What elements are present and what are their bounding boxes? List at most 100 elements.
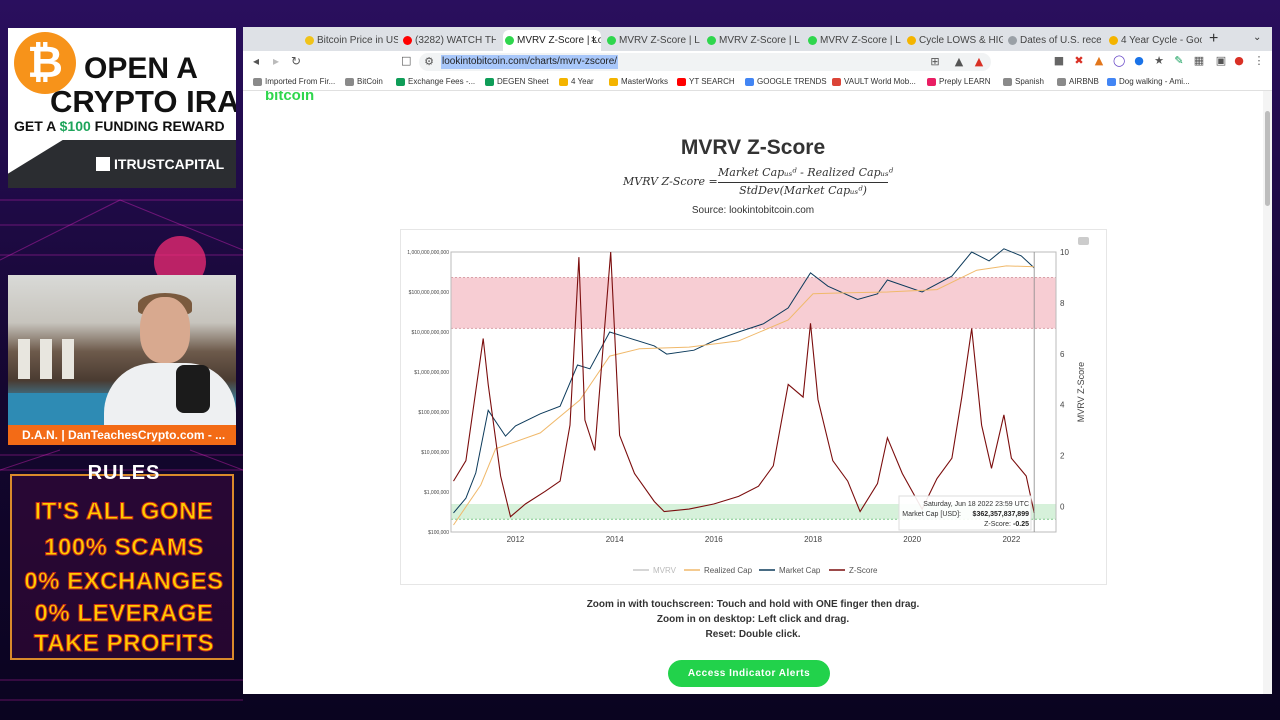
- address-bar[interactable]: ⚙ lookintobitcoin.com/charts/mvrv-zscore…: [419, 53, 991, 71]
- y-left-tick-label: $1,000,000: [424, 490, 449, 496]
- y-left-tick-label: $1,000,000,000: [414, 370, 449, 376]
- brave-shield-icon[interactable]: ▲: [954, 55, 964, 68]
- tab-strip: Bitcoin Price in USD: B (3282) WATCH THI…: [243, 27, 1272, 51]
- menu-icon[interactable]: ⋮: [1253, 54, 1265, 67]
- folder-icon: [253, 78, 262, 86]
- browser-window: Bitcoin Price in USD: B (3282) WATCH THI…: [243, 27, 1272, 694]
- zoom-desktop-text: Zoom in on desktop: Left click and drag.: [656, 614, 850, 625]
- tooltip-box: [898, 495, 1032, 531]
- bookmark-label: AIRBNB: [1069, 77, 1099, 86]
- extension-icon[interactable]: ■: [1053, 54, 1065, 67]
- url-text[interactable]: lookintobitcoin.com/charts/mvrv-zscore/: [441, 55, 619, 69]
- tab-bitcoin-price[interactable]: Bitcoin Price in USD: B: [303, 30, 398, 51]
- tab-youtube[interactable]: (3282) WATCH THIS !!: [401, 30, 496, 51]
- series-line-market-cap: [453, 248, 1035, 514]
- bookmark-item[interactable]: Exchange Fees -...: [396, 75, 475, 89]
- forward-arrow-icon[interactable]: ▸: [273, 54, 280, 68]
- bookmark-item[interactable]: Imported From Fir...: [253, 75, 335, 89]
- window-shape: [18, 339, 30, 379]
- bookmark-item[interactable]: Spanish: [1003, 75, 1044, 89]
- tab-mvrv-3[interactable]: MVRV Z-Score | Look: [705, 30, 800, 51]
- window-icon[interactable]: ▣: [1215, 54, 1227, 67]
- formula-lhs: MVRV Z-Score =: [623, 175, 718, 188]
- bookmark-label: YT SEARCH: [689, 77, 735, 86]
- bookmark-label: Preply LEARN: [939, 77, 991, 86]
- bookmark-label: Imported From Fir...: [265, 77, 336, 86]
- mvrv-chart[interactable]: $100,000 $1,000,000 $10,000,000 $100,000,00…: [401, 230, 1108, 586]
- presenter-head: [140, 297, 190, 363]
- tab-label: MVRV Z-Score | Lo: [517, 35, 601, 46]
- tab-mvrv-2[interactable]: MVRV Z-Score | Look: [605, 30, 700, 51]
- reset-text: Reset: Double click.: [705, 629, 801, 640]
- bookmark-label: BitCoin: [357, 77, 383, 86]
- tab-favicon-icon: [907, 36, 916, 45]
- bookmark-item[interactable]: DEGEN Sheet: [485, 75, 549, 89]
- webcam-feed: D.A.N. | DanTeachesCrypto.com - ...: [8, 275, 236, 445]
- bookmark-item[interactable]: BitCoin: [345, 75, 383, 89]
- rules-panel: RULES IT'S ALL GONE 100% SCAMS 0% EXCHAN…: [10, 462, 234, 660]
- tab-recessions[interactable]: Dates of U.S. recessio: [1006, 30, 1101, 51]
- share-icon[interactable]: ⊞: [930, 55, 940, 68]
- bookmark-item[interactable]: AIRBNB: [1057, 75, 1099, 89]
- page-title: MVRV Z-Score: [680, 136, 826, 159]
- tab-favicon-icon: [403, 36, 412, 45]
- reload-icon[interactable]: ↻: [291, 54, 302, 68]
- extension-icon[interactable]: ◯: [1113, 54, 1126, 67]
- bookmark-item[interactable]: MasterWorks: [609, 75, 668, 89]
- new-tab-button[interactable]: +: [1209, 30, 1219, 47]
- itrust-brand-text: ITRUSTCAPITAL: [114, 156, 225, 172]
- x-tick-label: 2012: [507, 535, 525, 544]
- y-left-tick-label: $10,000,000: [421, 450, 449, 456]
- extension-icon[interactable]: ✖: [1074, 54, 1084, 67]
- folder-icon: [559, 78, 568, 86]
- tab-4-year-cycle[interactable]: 4 Year Cycle - Google: [1107, 30, 1202, 51]
- back-arrow-icon[interactable]: ◂: [253, 54, 260, 68]
- access-alerts-button[interactable]: Access Indicator Alerts: [668, 660, 830, 687]
- bookmark-item[interactable]: GOOGLE TRENDS: [745, 75, 827, 89]
- ad-line-3: GET A $100 FUNDING REWARD: [14, 118, 225, 134]
- bookmark-icon[interactable]: □: [401, 54, 412, 67]
- y-left-tick-label: $100,000,000: [418, 410, 449, 416]
- folder-icon: [345, 78, 354, 86]
- bookmark-label: DEGEN Sheet: [497, 77, 549, 86]
- bookmark-item[interactable]: Dog walking - Ami...: [1107, 75, 1190, 89]
- itrust-logo-icon: [96, 157, 110, 171]
- tab-mvrv-active[interactable]: MVRV Z-Score | Lo ×: [503, 30, 601, 51]
- chart-container[interactable]: $100,000 $1,000,000 $10,000,000 $100,000,00…: [400, 229, 1107, 585]
- rule-item: TAKE PROFITS: [33, 630, 215, 658]
- bookmark-item[interactable]: YT SEARCH: [677, 75, 735, 89]
- profile-icon[interactable]: ●: [1234, 54, 1244, 67]
- metamask-icon[interactable]: ▲: [1094, 54, 1104, 67]
- scrollbar-thumb[interactable]: [1265, 111, 1270, 206]
- extension-icon[interactable]: ●: [1134, 54, 1144, 67]
- window-shape: [62, 339, 74, 379]
- tab-cycle-lows[interactable]: Cycle LOWS & HIGHS: [905, 30, 1003, 51]
- extension-icon[interactable]: ✎: [1174, 54, 1184, 67]
- site-info-icon[interactable]: ⚙: [424, 55, 434, 68]
- extensions-puzzle-icon[interactable]: ▦: [1193, 54, 1205, 67]
- page-scrollbar[interactable]: [1263, 91, 1272, 694]
- tooltip-marketcap-label: Market Cap [USD]:: [902, 511, 961, 518]
- bookmark-item[interactable]: VAULT World Mob...: [832, 75, 916, 89]
- legend-item: MVRV: [653, 566, 677, 575]
- tab-favicon-icon: [505, 36, 514, 45]
- bookmark-item[interactable]: Preply LEARN: [927, 75, 991, 89]
- series-line-z-score: [453, 251, 1035, 518]
- source-text: Source: lookintobitcoin.com: [691, 205, 815, 216]
- bookmark-item[interactable]: 4 Year: [559, 75, 594, 89]
- tab-search-chevron-icon[interactable]: ⌄: [1253, 32, 1262, 43]
- crypto-ira-ad[interactable]: ₿ OPEN A CRYPTO IRA GET A $100 FUNDING R…: [8, 28, 236, 188]
- sheets-icon: [485, 78, 494, 86]
- browser-toolbar: ◂ ▸ ↻ □ ⚙ lookintobitcoin.com/charts/mvr…: [243, 51, 1272, 73]
- site-logo[interactable]: bitcoin: [265, 91, 315, 104]
- close-tab-icon[interactable]: ×: [590, 34, 597, 46]
- rule-item: IT'S ALL GONE: [34, 498, 214, 526]
- youtube-icon: [677, 78, 686, 86]
- rewards-icon[interactable]: ▲: [974, 55, 984, 68]
- vault-icon: [832, 78, 841, 86]
- camera-icon[interactable]: [1078, 237, 1089, 245]
- bookmark-label: Exchange Fees -...: [408, 77, 476, 86]
- tab-mvrv-4[interactable]: MVRV Z-Score | Look: [806, 30, 901, 51]
- extension-icon[interactable]: ★: [1154, 54, 1164, 67]
- microphone-icon: [176, 365, 210, 413]
